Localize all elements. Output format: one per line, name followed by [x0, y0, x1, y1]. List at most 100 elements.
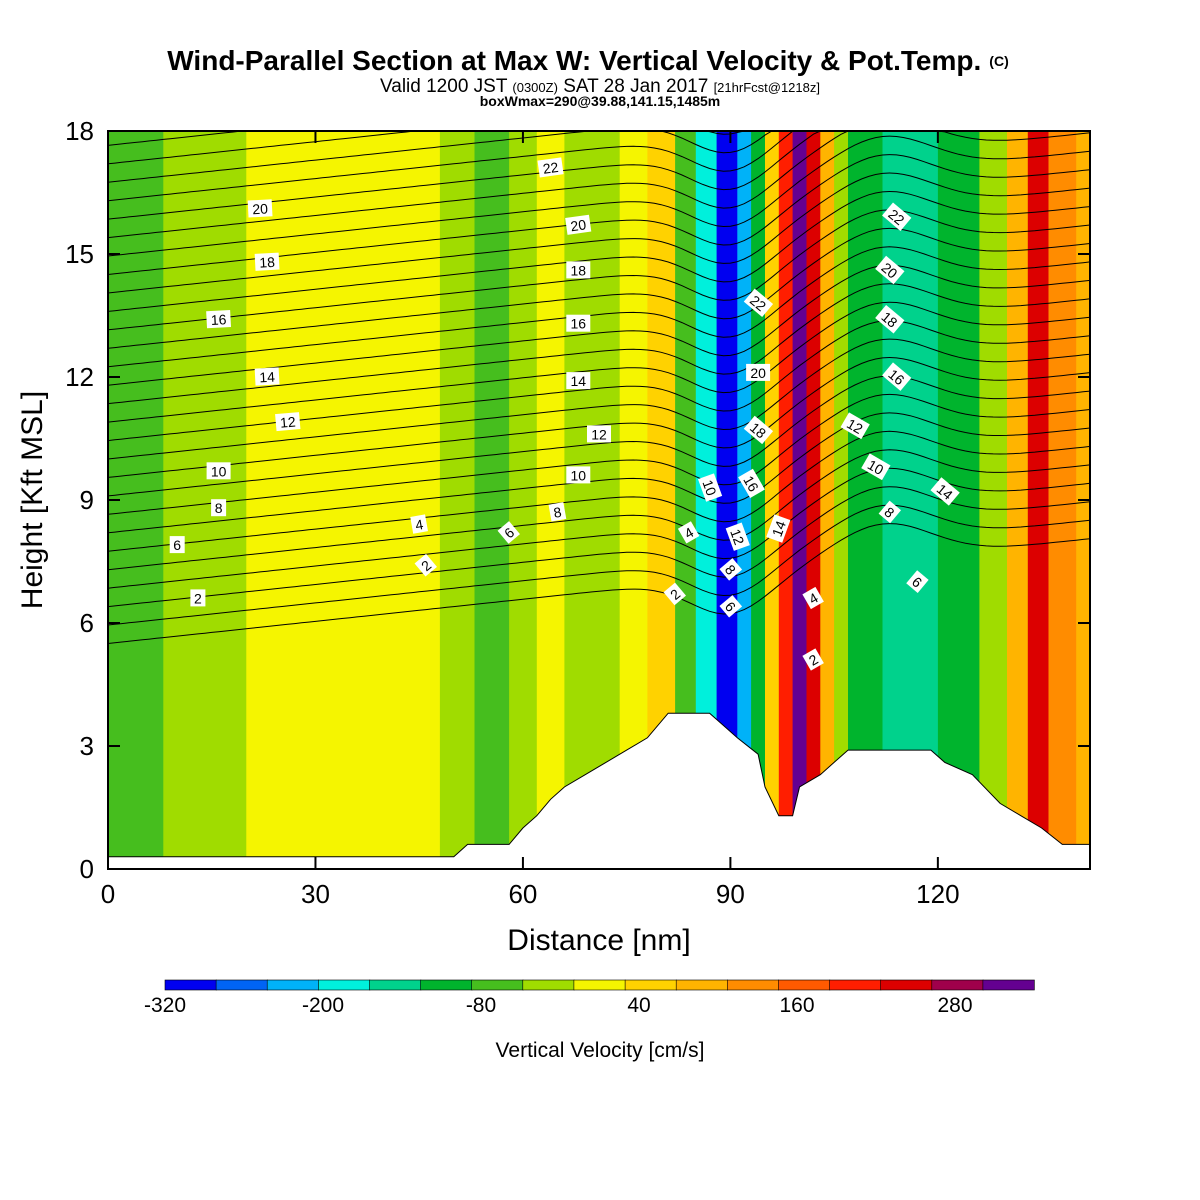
- isentrope-line: [107, 338, 1091, 460]
- velocity-band: [509, 131, 538, 869]
- colorbar-tick-label: 40: [627, 994, 650, 1017]
- contour-label-box: [206, 462, 231, 480]
- isentrope-line: [107, 301, 1091, 423]
- contour-label: 18: [254, 252, 280, 271]
- velocity-band: [1007, 131, 1029, 869]
- colorbar: -320 -200 -80 40 160 280: [144, 979, 1035, 1017]
- contour-label: 22: [743, 288, 774, 318]
- isentrope-line: [107, 449, 1091, 571]
- colorbar-swatch: [675, 979, 729, 991]
- velocity-band: [592, 131, 621, 869]
- colorbar-tick-label: -200: [302, 994, 344, 1017]
- contour-label: 4: [677, 521, 700, 544]
- colorbar-swatch: [369, 979, 422, 991]
- contour-label: 22: [882, 202, 912, 231]
- contour-label: 2: [802, 648, 824, 671]
- contour-label-box: [743, 288, 774, 318]
- velocity-band: [820, 131, 835, 869]
- contour-label-text: 12: [591, 426, 607, 442]
- y-tick-label: 12: [65, 362, 94, 392]
- y-tick-label: 3: [80, 731, 94, 761]
- contour-label-text: 10: [865, 456, 887, 478]
- vertical-velocity-field: [108, 131, 1091, 869]
- y-tick-label: 6: [80, 608, 94, 638]
- colorbar-swatch: [318, 979, 371, 991]
- contour-label-box: [663, 582, 686, 606]
- contour-label-text: 18: [571, 262, 587, 278]
- isentrope-line: [107, 430, 1091, 552]
- x-axis: 0 30 60 90 120: [101, 131, 960, 909]
- contour-label-text: 10: [211, 463, 227, 479]
- contour-label: 14: [254, 367, 280, 386]
- contour-label-box: [875, 304, 905, 334]
- velocity-band: [979, 131, 1008, 869]
- contour-label-box: [414, 553, 437, 577]
- colorbar-swatch: [215, 979, 268, 991]
- contour-label-box: [169, 536, 185, 554]
- contour-label: 16: [566, 314, 591, 332]
- contour-label: 8: [878, 500, 902, 524]
- contour-label: 20: [565, 214, 592, 235]
- velocity-band: [675, 131, 697, 869]
- contour-label-box: [566, 261, 591, 279]
- colorbar-swatch: [982, 979, 1035, 991]
- contour-label-box: [190, 589, 206, 607]
- isentrope-line: [107, 172, 1091, 294]
- velocity-band: [474, 131, 510, 869]
- contour-label-text: 6: [173, 537, 181, 553]
- contour-label: 8: [548, 502, 567, 522]
- contour-label: 4: [802, 586, 824, 610]
- contour-label: 2: [190, 589, 206, 607]
- terrain-mask: [107, 712, 1091, 870]
- contour-label: 14: [766, 514, 791, 543]
- y-tick-label: 18: [65, 116, 94, 146]
- chart-box-info: boxWmax=290@39.88,141.15,1485m: [480, 93, 721, 109]
- contour-label-box: [878, 500, 902, 524]
- isentrope-line: [107, 504, 1091, 626]
- contour-label-box: [725, 522, 750, 551]
- terrain: [107, 712, 1091, 870]
- contour-label: 4: [410, 514, 428, 534]
- y-axis-label: Height [Kft MSL]: [16, 391, 49, 609]
- contour-label: 6: [719, 595, 743, 618]
- velocity-band: [834, 131, 849, 869]
- contour-label-box: [743, 415, 774, 445]
- velocity-band: [163, 131, 247, 869]
- velocity-band: [536, 131, 565, 869]
- contour-label: 2: [414, 553, 437, 577]
- contour-label: 10: [206, 462, 231, 480]
- contour-label: 12: [587, 425, 611, 443]
- isentrope-line: [107, 486, 1091, 608]
- isentrope-line: [107, 393, 1091, 515]
- contour-label-box: [275, 412, 301, 432]
- contour-label-box: [697, 473, 723, 502]
- contour-label-box: [565, 214, 592, 235]
- contour-label-box: [497, 521, 520, 544]
- colorbar-swatch: [726, 979, 780, 991]
- x-tick-label: 60: [508, 879, 537, 909]
- contour-label: 14: [930, 477, 960, 506]
- colorbar-tick-label: -320: [144, 994, 186, 1017]
- y-axis: 0 3 6 9 12 15 18: [65, 116, 1090, 884]
- contour-label-box: [738, 468, 765, 498]
- contour-label-text: 12: [727, 527, 747, 547]
- contour-label-box: [211, 499, 227, 517]
- contour-label: 6: [169, 536, 185, 554]
- contour-label: 20: [247, 199, 273, 218]
- x-tick-label: 0: [101, 879, 115, 909]
- velocity-band: [848, 131, 884, 869]
- colorbar-tick-label: 280: [937, 994, 972, 1017]
- y-tick-label: 0: [80, 854, 94, 884]
- colorbar-swatch: [624, 979, 677, 991]
- colorbar-swatch: [164, 979, 217, 991]
- isentrope-line: [107, 467, 1091, 589]
- colorbar-swatch: [880, 979, 933, 991]
- colorbar-tick-label: -80: [466, 994, 496, 1017]
- contour-label-text: 14: [571, 373, 587, 389]
- contour-label-box: [861, 453, 891, 481]
- velocity-band: [716, 131, 738, 869]
- contour-label: 10: [566, 466, 591, 484]
- contour-label-text: 4: [414, 516, 425, 533]
- contour-label: 6: [497, 521, 520, 544]
- contour-label: 10: [697, 473, 723, 502]
